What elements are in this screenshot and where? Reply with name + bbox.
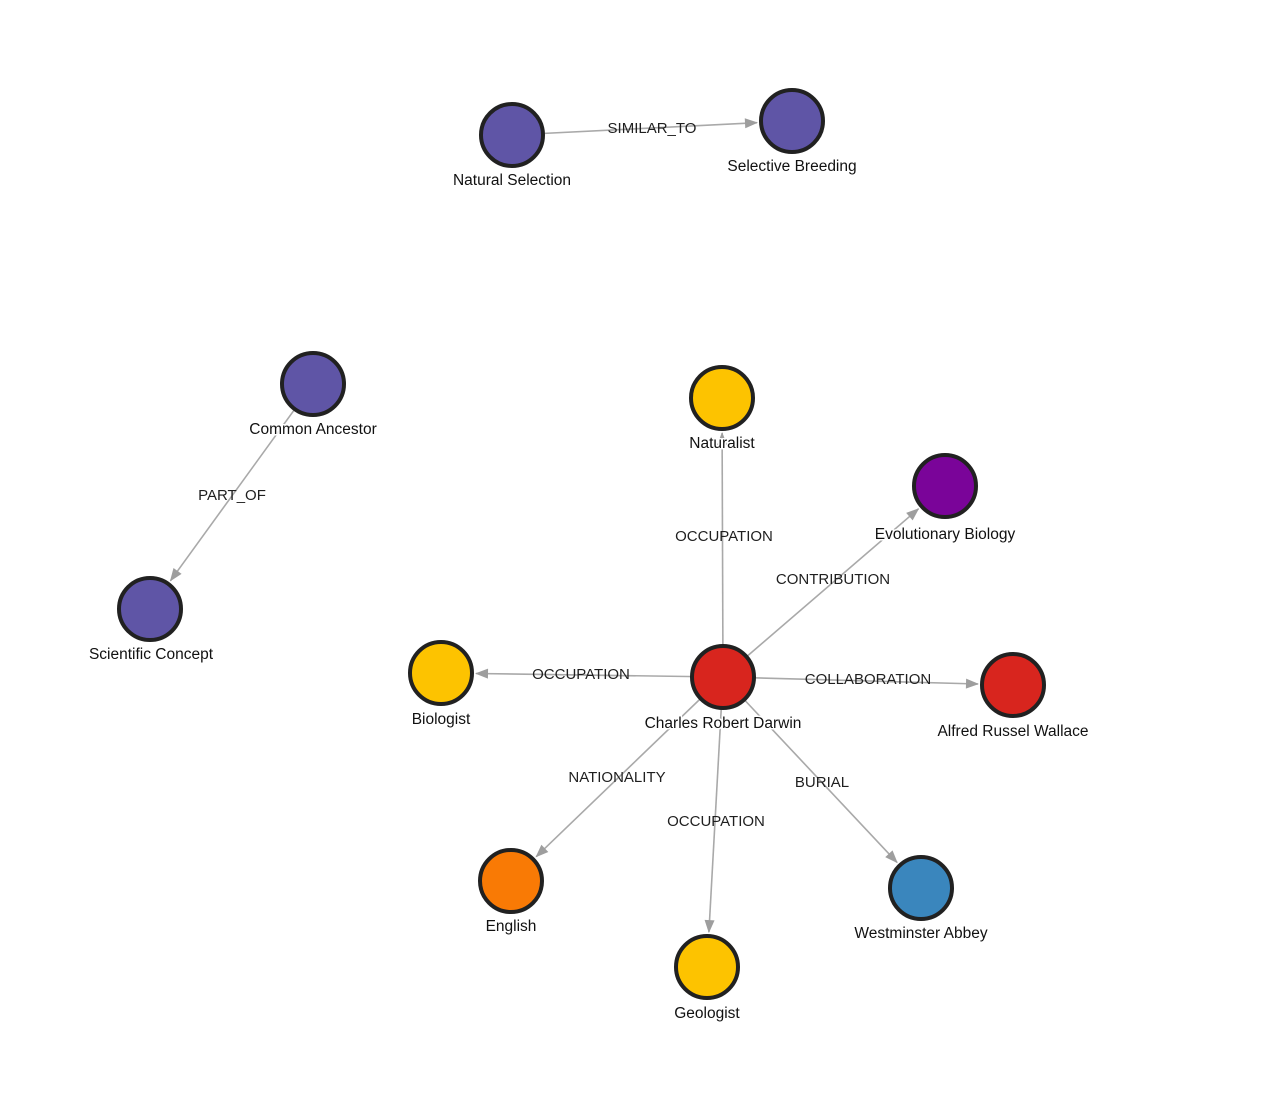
node-circle-english[interactable] <box>478 848 544 914</box>
node-circle-naturalist[interactable] <box>689 365 755 431</box>
node-geologist[interactable]: Geologist <box>673 934 742 1024</box>
edge-burial[interactable]: BURIAL <box>722 676 898 864</box>
node-circle-alfred-russel-wallace[interactable] <box>980 652 1046 718</box>
node-biologist[interactable]: Biologist <box>408 640 474 730</box>
node-circle-selective-breeding[interactable] <box>759 88 825 154</box>
edge-label-occupation-naturalist[interactable]: OCCUPATION <box>675 528 773 545</box>
node-label-common-ancestor: Common Ancestor <box>249 421 377 438</box>
edge-label-similar-to[interactable]: SIMILAR_TO <box>608 120 697 137</box>
edge-label-burial[interactable]: BURIAL <box>795 774 849 791</box>
edge-similar-to[interactable]: SIMILAR_TO <box>511 118 758 137</box>
node-circle-scientific-concept[interactable] <box>117 576 183 642</box>
edge-line-nationality[interactable] <box>535 676 724 858</box>
edge-occupation-naturalist[interactable]: OCCUPATION <box>675 432 773 678</box>
edges-layer: SIMILAR_TO PART_OF OCCUPATION CONTRIBUTI… <box>169 118 979 934</box>
node-circle-charles-robert-darwin[interactable] <box>690 644 756 710</box>
node-label-scientific-concept: Scientific Concept <box>89 646 214 663</box>
node-english[interactable]: English <box>478 848 544 937</box>
node-charles-robert-darwin[interactable]: Charles Robert Darwin <box>643 644 803 734</box>
edge-line-occupation-naturalist[interactable] <box>717 432 728 678</box>
node-westminster-abbey[interactable]: Westminster Abbey <box>853 855 989 944</box>
node-label-charles-robert-darwin: Charles Robert Darwin <box>645 715 802 732</box>
edge-collaboration[interactable]: COLLABORATION <box>722 671 979 689</box>
edge-line-occupation-biologist[interactable] <box>475 668 724 679</box>
node-common-ancestor[interactable]: Common Ancestor <box>248 351 378 440</box>
node-label-english: English <box>486 918 537 935</box>
edge-line-collaboration[interactable] <box>722 676 979 689</box>
edge-label-nationality[interactable]: NATIONALITY <box>568 769 665 786</box>
node-circle-natural-selection[interactable] <box>479 102 545 168</box>
nodes-layer: Natural Selection Selective Breeding Com… <box>87 88 1090 1024</box>
node-circle-geologist[interactable] <box>674 934 740 1000</box>
node-scientific-concept[interactable]: Scientific Concept <box>87 576 215 665</box>
node-label-geologist: Geologist <box>674 1005 740 1022</box>
edge-line-contribution[interactable] <box>722 508 920 678</box>
node-label-biologist: Biologist <box>412 711 471 728</box>
node-selective-breeding[interactable]: Selective Breeding <box>726 88 858 177</box>
edge-line-similar-to[interactable] <box>511 118 758 136</box>
node-label-evolutionary-biology: Evolutionary Biology <box>875 526 1016 543</box>
edge-label-occupation-biologist[interactable]: OCCUPATION <box>532 666 630 683</box>
node-natural-selection[interactable]: Natural Selection <box>451 102 573 191</box>
edge-occupation-biologist[interactable]: OCCUPATION <box>475 666 724 683</box>
edge-occupation-geologist[interactable]: OCCUPATION <box>667 676 765 934</box>
edge-part-of[interactable]: PART_OF <box>169 383 314 582</box>
node-label-naturalist: Naturalist <box>689 435 755 452</box>
edge-label-contribution[interactable]: CONTRIBUTION <box>776 571 890 588</box>
edge-label-part-of[interactable]: PART_OF <box>198 487 266 504</box>
node-circle-evolutionary-biology[interactable] <box>912 453 978 519</box>
node-circle-biologist[interactable] <box>408 640 474 706</box>
node-label-westminster-abbey: Westminster Abbey <box>854 925 987 942</box>
node-circle-westminster-abbey[interactable] <box>888 855 954 921</box>
node-label-natural-selection: Natural Selection <box>453 172 571 189</box>
edge-contribution[interactable]: CONTRIBUTION <box>722 508 920 678</box>
edge-line-occupation-geologist[interactable] <box>704 676 724 934</box>
node-label-alfred-russel-wallace: Alfred Russel Wallace <box>937 723 1088 740</box>
node-alfred-russel-wallace[interactable]: Alfred Russel Wallace <box>936 652 1090 742</box>
node-naturalist[interactable]: Naturalist <box>688 365 757 454</box>
node-circle-common-ancestor[interactable] <box>280 351 346 417</box>
edge-nationality[interactable]: NATIONALITY <box>535 676 724 858</box>
node-evolutionary-biology[interactable]: Evolutionary Biology <box>873 453 1017 545</box>
edge-label-occupation-geologist[interactable]: OCCUPATION <box>667 813 765 830</box>
edge-label-collaboration[interactable]: COLLABORATION <box>805 671 931 688</box>
edge-line-burial[interactable] <box>722 676 898 864</box>
node-label-selective-breeding: Selective Breeding <box>727 158 856 175</box>
edge-line-part-of[interactable] <box>169 383 314 582</box>
